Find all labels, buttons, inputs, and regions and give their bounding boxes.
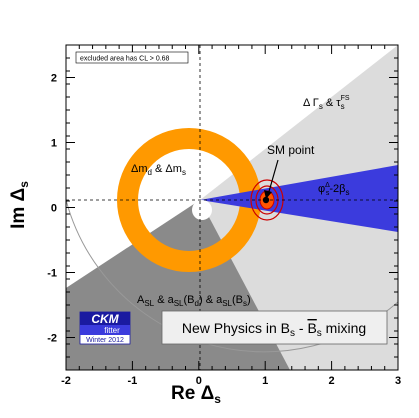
origin-exclusion <box>192 200 212 220</box>
x-axis-title: Re Δs <box>171 383 221 406</box>
logo-winter: Winter 2012 <box>86 337 124 344</box>
y-axis-title: Im Δs <box>8 181 31 229</box>
label-phi: φΔ s-2βs <box>318 182 349 197</box>
label-delta-gamma: Δ Γs & τsFS <box>303 95 350 111</box>
x-tick-label: -1 <box>128 375 138 387</box>
y-axis-sub: s <box>17 181 31 188</box>
x-tick-label: 1 <box>262 375 268 387</box>
sm-point-arrowhead <box>264 190 272 199</box>
label-delta-m: Δmd & Δms <box>131 163 186 177</box>
region-phi-wedge <box>200 165 398 232</box>
ckmfitter-logo: CKM fitter Winter 2012 <box>79 311 131 345</box>
x-tick-label: 3 <box>395 375 401 387</box>
x-axis-sub: s <box>214 392 221 406</box>
y-tick-label: 0 <box>51 203 57 215</box>
y-tick-label: 1 <box>51 138 57 150</box>
logo-fitter: fitter <box>104 326 120 335</box>
x-tick-label: -2 <box>61 375 71 387</box>
y-tick-label: -1 <box>47 268 57 280</box>
logo-ckm: CKM <box>91 312 119 326</box>
y-tick-label: 2 <box>51 73 57 85</box>
x-tick-label: 0 <box>196 375 202 387</box>
y-tick-label: -2 <box>47 333 57 345</box>
sm-point-arrow <box>267 159 279 196</box>
cl-legend-box <box>75 51 189 64</box>
annotation-box <box>161 310 388 345</box>
cl-legend-text: excluded area has CL > 0.68 <box>80 56 170 63</box>
x-tick-label: 2 <box>329 375 335 387</box>
sm-point-label: SM point <box>267 143 315 157</box>
label-asl: ASL & aSL(Bd) & aSL(Bs) <box>137 294 251 308</box>
